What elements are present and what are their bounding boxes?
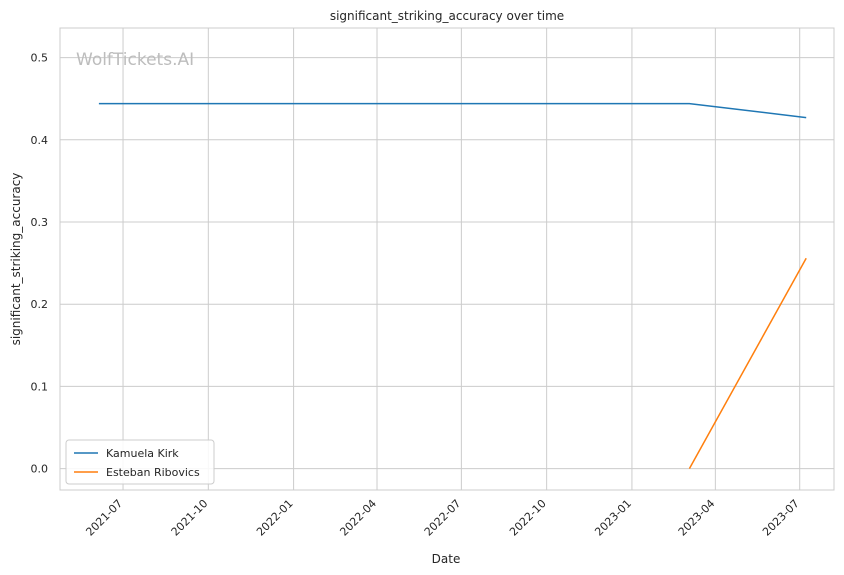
x-tick-label: 2021-10: [169, 497, 211, 539]
x-axis-label: Date: [432, 552, 461, 566]
y-tick-label: 0.2: [31, 298, 49, 311]
legend: Kamuela Kirk Esteban Ribovics: [65, 439, 215, 485]
y-axis-ticks: 0.0 0.1 0.2 0.3 0.4 0.5: [31, 52, 49, 476]
y-tick-label: 0.1: [31, 380, 49, 393]
grid: [60, 28, 834, 490]
x-tick-label: 2022-10: [507, 497, 549, 539]
legend-box: [65, 439, 215, 485]
x-tick-label: 2023-04: [676, 497, 718, 539]
x-tick-label: 2023-07: [760, 497, 802, 539]
x-tick-label: 2022-07: [422, 497, 464, 539]
y-axis-label: significant_striking_accuracy: [9, 173, 23, 346]
watermark: WolfTickets.AI: [76, 50, 194, 70]
y-tick-label: 0.3: [31, 216, 49, 229]
legend-label: Kamuela Kirk: [106, 447, 179, 460]
y-tick-label: 0.0: [31, 463, 49, 476]
x-tick-label: 2022-01: [254, 497, 296, 539]
x-axis-ticks: 2021-07 2021-10 2022-01 2022-04 2022-07 2022-…: [83, 497, 801, 539]
y-tick-label: 0.5: [31, 52, 49, 65]
x-tick-label: 2023-01: [592, 497, 634, 539]
x-tick-label: 2021-07: [83, 497, 125, 539]
series-line: [98, 102, 807, 119]
y-tick-label: 0.4: [31, 134, 49, 147]
x-tick-label: 2022-04: [337, 497, 379, 539]
legend-label: Esteban Ribovics: [106, 466, 200, 479]
series-line: [688, 257, 807, 469]
series-lines: [98, 102, 807, 469]
plot-area-frame: [59, 27, 835, 491]
chart-title: significant_striking_accuracy over time: [330, 9, 564, 23]
